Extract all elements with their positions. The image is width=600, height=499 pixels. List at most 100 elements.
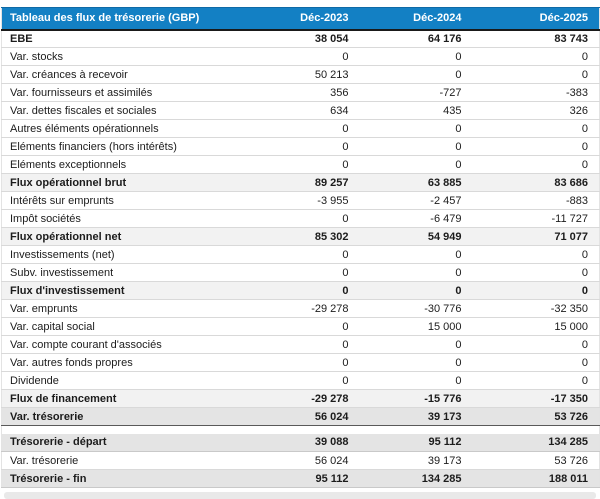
cell-value: 0: [359, 281, 473, 300]
cell-value: 85 302: [241, 227, 360, 246]
row-label: Impôt sociétés: [1, 209, 242, 228]
row-label: Var. stocks: [1, 47, 242, 66]
cell-value: 435: [359, 101, 473, 120]
row-label: Investissements (net): [1, 245, 242, 264]
table-row: Dividende 0 0 0: [1, 371, 600, 390]
table-row: Subv. investissement 0 0 0: [1, 263, 600, 282]
row-label: Var. créances à recevoir: [1, 65, 242, 84]
cell-value: -11 727: [472, 209, 600, 228]
row-label: Dividende: [1, 371, 242, 390]
cell-value: 0: [472, 263, 600, 282]
cell-value: 95 112: [241, 469, 360, 488]
table-row: Var. créances à recevoir 50 213 0 0: [1, 65, 600, 84]
cell-value: -2 457: [359, 191, 473, 210]
table-row: Flux opérationnel brut 89 257 63 885 83 686: [1, 173, 600, 192]
cashflow-table: Tableau des flux de trésorerie (GBP) Déc…: [1, 7, 600, 488]
table-body: EBE 38 054 64 176 83 743 Var. stocks 0 0 0 Var. …: [1, 29, 600, 488]
cell-value: 0: [359, 371, 473, 390]
cell-value: -32 350: [472, 299, 600, 318]
cell-value: 0: [359, 65, 473, 84]
column-header-dec-2025: Déc-2025: [472, 7, 600, 31]
cell-value: -3 955: [241, 191, 360, 210]
table-row: Trésorerie - départ 39 088 95 112 134 285: [1, 433, 600, 452]
table-row: Intérêts sur emprunts -3 955 -2 457 -883: [1, 191, 600, 210]
cell-value: 53 726: [472, 407, 600, 426]
table-header-row: Tableau des flux de trésorerie (GBP) Déc…: [1, 7, 600, 31]
cell-value: -29 278: [241, 299, 360, 318]
table-row: Autres éléments opérationnels 0 0 0: [1, 119, 600, 138]
cell-value: 0: [241, 155, 360, 174]
table-row: Var. trésorerie 56 024 39 173 53 726: [1, 407, 600, 426]
cell-value: 56 024: [241, 407, 360, 426]
spacer-row: [1, 425, 600, 434]
cell-value: 0: [472, 155, 600, 174]
cell-value: 0: [359, 47, 473, 66]
cell-value: 56 024: [241, 451, 360, 470]
table-row: Var. compte courant d'associés 0 0 0: [1, 335, 600, 354]
row-label: Autres éléments opérationnels: [1, 119, 242, 138]
cell-value: 356: [241, 83, 360, 102]
row-label: EBE: [1, 29, 242, 48]
cell-value: 89 257: [241, 173, 360, 192]
cell-value: 0: [472, 137, 600, 156]
table-row: Var. autres fonds propres 0 0 0: [1, 353, 600, 372]
cell-value: 0: [241, 263, 360, 282]
cell-value: 134 285: [359, 469, 473, 488]
cell-value: 0: [472, 65, 600, 84]
cell-value: 0: [241, 209, 360, 228]
cell-value: 0: [241, 47, 360, 66]
cell-value: 15 000: [472, 317, 600, 336]
row-label: Var. fournisseurs et assimilés: [1, 83, 242, 102]
row-label: Intérêts sur emprunts: [1, 191, 242, 210]
cell-value: -15 776: [359, 389, 473, 408]
row-label: Var. capital social: [1, 317, 242, 336]
cell-value: 0: [359, 137, 473, 156]
cell-value: 0: [241, 119, 360, 138]
table-row: Var. dettes fiscales et sociales 634 435 32…: [1, 101, 600, 120]
cell-value: 0: [472, 47, 600, 66]
column-header-dec-2023: Déc-2023: [241, 7, 360, 31]
row-label: Var. trésorerie: [1, 407, 242, 426]
cell-value: 0: [241, 371, 360, 390]
table-title: Tableau des flux de trésorerie (GBP): [1, 7, 242, 31]
cell-value: 634: [241, 101, 360, 120]
table-row: Impôt sociétés 0 -6 479 -11 727: [1, 209, 600, 228]
cell-value: 38 054: [241, 29, 360, 48]
cell-value: 0: [472, 371, 600, 390]
cell-value: 39 088: [241, 433, 360, 452]
row-label: Subv. investissement: [1, 263, 242, 282]
cell-value: 0: [359, 335, 473, 354]
table-row: Flux d'investissement 0 0 0: [1, 281, 600, 300]
table-row: Flux de financement -29 278 -15 776 -17 350: [1, 389, 600, 408]
cell-value: 54 949: [359, 227, 473, 246]
horizontal-scrollbar[interactable]: [4, 492, 596, 499]
row-label: Flux d'investissement: [1, 281, 242, 300]
cell-value: 0: [472, 353, 600, 372]
table-row: EBE 38 054 64 176 83 743: [1, 29, 600, 48]
cell-value: 0: [472, 281, 600, 300]
table-row: Trésorerie - fin 95 112 134 285 188 011: [1, 469, 600, 488]
spacer-cell: [1, 425, 600, 434]
table-row: Eléments financiers (hors intérêts) 0 0 0: [1, 137, 600, 156]
cell-value: -30 776: [359, 299, 473, 318]
row-label: Var. autres fonds propres: [1, 353, 242, 372]
cell-value: 39 173: [359, 407, 473, 426]
cell-value: 0: [241, 245, 360, 264]
row-label: Var. compte courant d'associés: [1, 335, 242, 354]
cell-value: 0: [241, 353, 360, 372]
cell-value: 0: [472, 335, 600, 354]
row-label: Eléments financiers (hors intérêts): [1, 137, 242, 156]
row-label: Eléments exceptionnels: [1, 155, 242, 174]
cell-value: -29 278: [241, 389, 360, 408]
cell-value: 0: [472, 119, 600, 138]
cell-value: 83 686: [472, 173, 600, 192]
cell-value: 0: [241, 137, 360, 156]
cell-value: 188 011: [472, 469, 600, 488]
cell-value: -727: [359, 83, 473, 102]
cell-value: 326: [472, 101, 600, 120]
table-row: Var. trésorerie 56 024 39 173 53 726: [1, 451, 600, 470]
cell-value: 134 285: [472, 433, 600, 452]
table-row: Investissements (net) 0 0 0: [1, 245, 600, 264]
row-label: Var. dettes fiscales et sociales: [1, 101, 242, 120]
row-label: Flux opérationnel brut: [1, 173, 242, 192]
